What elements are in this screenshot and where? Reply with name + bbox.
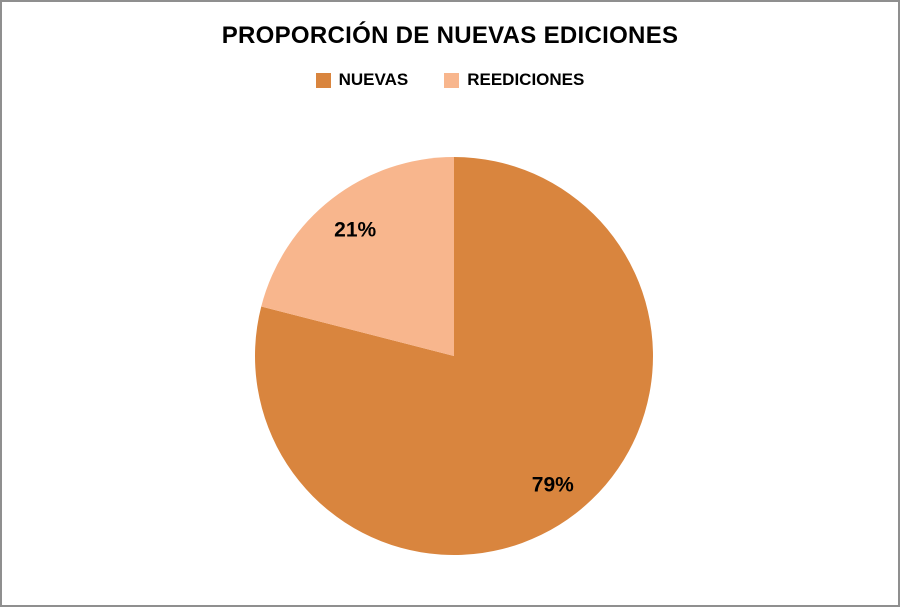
chart-title: PROPORCIÓN DE NUEVAS EDICIONES <box>221 22 679 49</box>
legend-swatch-reediciones-icon <box>444 72 460 88</box>
pie-slice-reediciones <box>261 157 454 356</box>
legend-label-reediciones: REEDICIONES <box>467 70 585 89</box>
chart-legend: NUEVAS REEDICIONES <box>2 70 898 90</box>
data-label-reediciones: 21% <box>334 219 376 242</box>
legend-item-reediciones: REEDICIONES <box>444 70 584 90</box>
legend-label-nuevas: NUEVAS <box>338 70 409 89</box>
pie-chart: 79% 21% <box>254 157 653 555</box>
legend-item-nuevas: NUEVAS <box>315 70 409 90</box>
data-label-nuevas: 79% <box>532 473 574 496</box>
pie-slice-nuevas <box>254 157 653 555</box>
legend-swatch-nuevas-icon <box>315 72 331 88</box>
